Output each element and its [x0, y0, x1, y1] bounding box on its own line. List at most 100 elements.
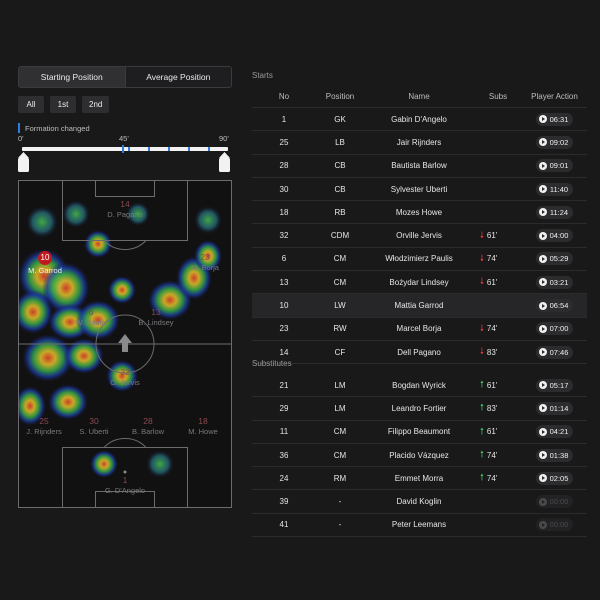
pitch-marker[interactable]: 6 W. Paulis	[61, 307, 121, 327]
play-clip-button: 00:00	[535, 495, 574, 509]
table-row[interactable]: 36 CM Placido Vázquez 🠕 74' 01:38	[252, 444, 587, 468]
player-number: 41	[279, 520, 289, 530]
player-name: Orville Jervis	[396, 231, 442, 241]
pitch-marker-selected[interactable]: 10 M. Garrod	[15, 251, 75, 275]
play-icon	[538, 301, 547, 310]
sub-out-arrow-icon: 🠗	[480, 276, 484, 287]
filter-2nd-button[interactable]: 2nd	[82, 96, 110, 113]
table-row[interactable]: 14 CF Dell Pagano 🠗 83' 07:46	[252, 341, 587, 365]
sub-in-arrow-icon: 🠕	[480, 402, 484, 413]
table-row[interactable]: 41 - Peter Leemans 00:00	[252, 514, 587, 538]
pitch-marker[interactable]: 25 J. Rijnders	[14, 416, 74, 436]
play-clip-button[interactable]: 04:21	[535, 425, 574, 439]
clip-time: 11:40	[549, 184, 569, 194]
marker-name: W. Paulis	[75, 318, 107, 327]
play-clip-button[interactable]: 04:00	[535, 229, 574, 243]
player-number: 11	[279, 427, 289, 437]
marker-name: B. Lindsey	[138, 318, 174, 327]
action-cell: 07:00	[522, 322, 587, 336]
pitch-marker[interactable]: 1 G. D'Angelo	[95, 475, 155, 495]
player-position: LW	[334, 301, 346, 311]
table-row[interactable]: 28 CB Bautista Barlow 09:01	[252, 155, 587, 178]
sub-in-arrow-icon: 🠕	[480, 425, 484, 436]
table-row[interactable]: 30 CB Sylvester Uberti 11:40	[252, 178, 587, 202]
filter-1st-button[interactable]: 1st	[50, 96, 76, 113]
table-row[interactable]: 21 LM Bogdan Wyrick 🠕 61' 05:17	[252, 374, 587, 398]
filter-all-button[interactable]: All	[18, 96, 44, 113]
player-name: Emmet Morra	[394, 473, 444, 483]
table-row[interactable]: 10 LW Mattia Garrod 06:54	[252, 294, 587, 318]
marker-name: B. Barlow	[131, 427, 165, 436]
timeline-end-handle[interactable]	[219, 152, 230, 172]
pitch-marker[interactable]: 18 M. Howe	[173, 416, 233, 436]
sub-minute: 74'	[486, 254, 498, 264]
col-action-header: Player Action	[531, 92, 578, 101]
sub-minute: 61'	[486, 231, 498, 241]
table-row[interactable]: 11 CM Filippo Beaumont 🠕 61' 04:21	[252, 421, 587, 444]
play-clip-button[interactable]: 03:21	[535, 275, 574, 289]
action-cell: 04:21	[522, 425, 587, 439]
play-icon	[538, 474, 547, 483]
player-name: Mozes Howe	[395, 207, 443, 217]
play-clip-button[interactable]: 05:29	[535, 252, 574, 266]
play-clip-button[interactable]: 06:31	[535, 112, 574, 126]
play-clip-button[interactable]: 01:14	[535, 401, 574, 415]
average-position-tab[interactable]: Average Position	[124, 67, 231, 87]
play-clip-button[interactable]: 09:01	[535, 159, 574, 173]
pitch-marker[interactable]: 32 O. Jervis	[95, 367, 155, 387]
table-row[interactable]: 39 - David Koglin 00:00	[252, 490, 587, 514]
sub-out-arrow-icon: 🠗	[480, 229, 484, 240]
col-no-header: No	[278, 92, 290, 101]
clip-time: 07:00	[549, 324, 569, 334]
clip-time: 07:46	[549, 347, 569, 357]
sub-minute: 74'	[486, 473, 498, 483]
clip-time: 11:24	[549, 207, 569, 217]
play-clip-button[interactable]: 01:38	[535, 448, 574, 462]
clip-time: 01:14	[549, 403, 569, 413]
player-number: 18	[279, 207, 289, 217]
play-clip-button[interactable]: 11:24	[535, 205, 574, 219]
player-number: 28	[279, 161, 289, 171]
player-number: 39	[279, 497, 289, 507]
pitch-marker[interactable]: 14 D. Pagano	[95, 199, 155, 219]
col-subs-header: Subs	[488, 92, 508, 101]
table-row[interactable]: 25 LB Jair Rijnders 09:02	[252, 131, 587, 155]
player-position: LB	[335, 137, 345, 147]
substitutes-section-label: Substitutes	[252, 359, 292, 368]
sub-minute: 61'	[486, 427, 498, 437]
clip-time: 06:31	[549, 114, 569, 124]
subs-cell: 🠗 74'	[474, 251, 522, 267]
subs-cell: 🠕 74'	[474, 447, 522, 463]
table-row[interactable]: 1 GK Gabin D'Angelo 06:31	[252, 108, 587, 132]
marker-name: M. Garrod	[28, 266, 62, 275]
sub-minute: 83'	[486, 403, 498, 413]
marker-number: 30	[89, 416, 99, 426]
play-clip-button[interactable]: 07:00	[535, 322, 574, 336]
table-row[interactable]: 6 CM Włodzimierz Paulis 🠗 74' 05:29	[252, 248, 587, 272]
starting-position-tab[interactable]: Starting Position	[19, 67, 125, 87]
play-clip-button[interactable]: 02:05	[535, 471, 574, 485]
table-row[interactable]: 18 RB Mozes Howe 11:24	[252, 201, 587, 225]
play-clip-button[interactable]: 06:54	[535, 299, 574, 313]
play-clip-button[interactable]: 09:02	[535, 135, 574, 149]
timeline-start-handle[interactable]	[18, 152, 29, 172]
marker-number: 32	[120, 367, 130, 377]
pitch-marker[interactable]: 23 M. Borja	[175, 252, 235, 272]
play-clip-button[interactable]: 05:17	[535, 378, 574, 392]
sub-minute: 83'	[486, 347, 498, 357]
pitch-marker[interactable]: 30 S. Uberti	[64, 416, 124, 436]
match-timeline[interactable]: 0' 45' 90'	[18, 134, 232, 174]
table-row[interactable]: 24 RM Emmet Morra 🠕 74' 02:05	[252, 467, 587, 491]
clip-time: 04:21	[549, 427, 569, 437]
timeline-start-label: 0'	[18, 134, 24, 143]
pitch-marker[interactable]: 13 B. Lindsey	[126, 307, 186, 327]
play-clip-button[interactable]: 11:40	[535, 182, 574, 196]
table-row[interactable]: 32 CDM Orville Jervis 🠗 61' 04:00	[252, 224, 587, 248]
play-clip-button[interactable]: 07:46	[535, 345, 574, 359]
table-row[interactable]: 23 RW Marcel Borja 🠗 74' 07:00	[252, 318, 587, 341]
play-icon	[538, 324, 547, 333]
pitch-marker[interactable]: 28 B. Barlow	[118, 416, 178, 436]
table-row[interactable]: 13 CM Bożydar Lindsey 🠗 61' 03:21	[252, 271, 587, 295]
player-name: Filippo Beaumont	[387, 427, 451, 437]
table-row[interactable]: 29 LM Leandro Fortier 🠕 83' 01:14	[252, 397, 587, 421]
